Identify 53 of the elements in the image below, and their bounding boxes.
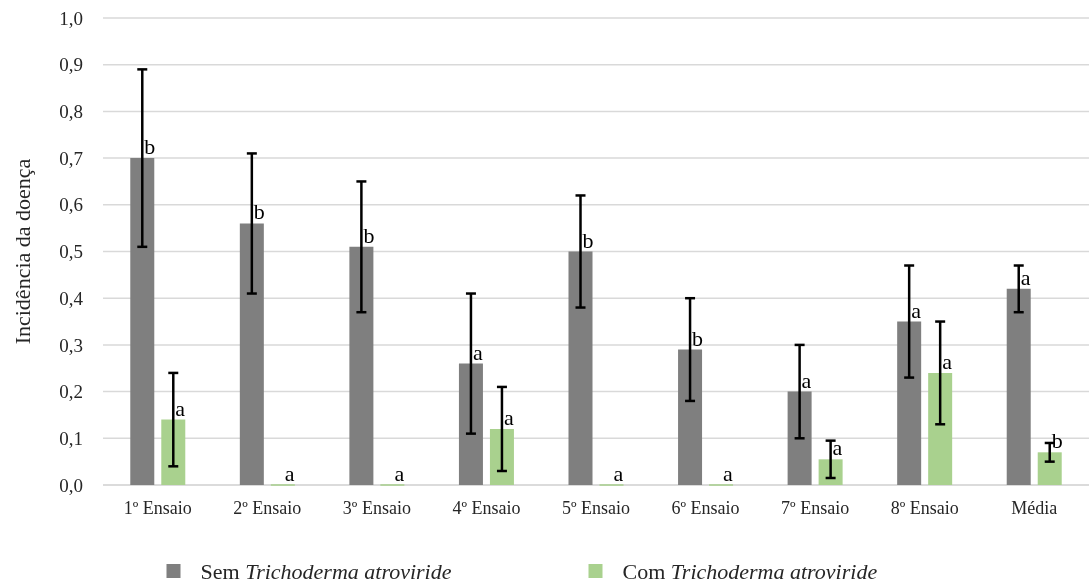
y-tick-label: 0,9 [59,54,83,76]
data-label: a [284,461,295,486]
data-label: b [582,227,594,253]
data-label: a [1020,264,1031,290]
y-tick-label: 0,4 [59,287,84,309]
legend-label: Com Trichoderma atroviride [622,559,878,584]
y-tick-label: 0,2 [59,381,83,403]
data-label: a [394,461,405,486]
x-tick-label: 2º Ensaio [233,498,302,518]
y-tick-label: 0,0 [59,474,83,496]
x-tick-label: 1º Ensaio [123,498,192,518]
bar [787,391,812,485]
data-label: a [911,297,922,323]
bar [1006,288,1031,485]
x-tick-label: 3º Ensaio [342,498,411,518]
data-label: a [723,461,734,486]
data-label: b [144,134,156,160]
x-tick-label: 4º Ensaio [452,498,521,518]
data-label: a [613,461,624,486]
bar [130,158,155,485]
bar [349,246,374,485]
bar [239,223,264,485]
bar [568,251,593,485]
x-tick-label: 7º Ensaio [781,498,850,518]
x-tick-label: Média [1011,498,1058,518]
data-label: b [1051,428,1063,454]
bar [458,363,483,485]
data-label: b [692,325,704,351]
bar [928,372,953,485]
y-tick-label: 1,0 [59,7,83,29]
bar [489,428,514,485]
y-tick-label: 0,6 [59,194,83,216]
x-tick-label: 8º Ensaio [890,498,959,518]
y-tick-label: 0,5 [59,241,83,263]
data-label: b [363,222,375,248]
x-tick-label: 5º Ensaio [561,498,631,518]
y-tick-label: 0,7 [59,147,83,169]
data-label: b [253,199,265,225]
data-label: a [832,435,843,461]
y-axis-title: Incidência da doença [10,158,35,345]
bar [897,321,922,485]
bar [678,349,703,485]
legend-label: Sem Trichoderma atroviride [200,559,452,584]
data-label: a [503,404,514,430]
data-label: a [472,339,483,365]
y-tick-label: 0,1 [59,427,83,449]
y-tick-label: 0,3 [59,334,83,356]
bar [1037,452,1062,485]
y-tick-label: 0,8 [59,101,83,123]
data-label: a [801,367,812,393]
data-label: a [942,348,953,374]
data-label: a [175,395,186,421]
x-tick-label: 6º Ensaio [671,498,740,518]
